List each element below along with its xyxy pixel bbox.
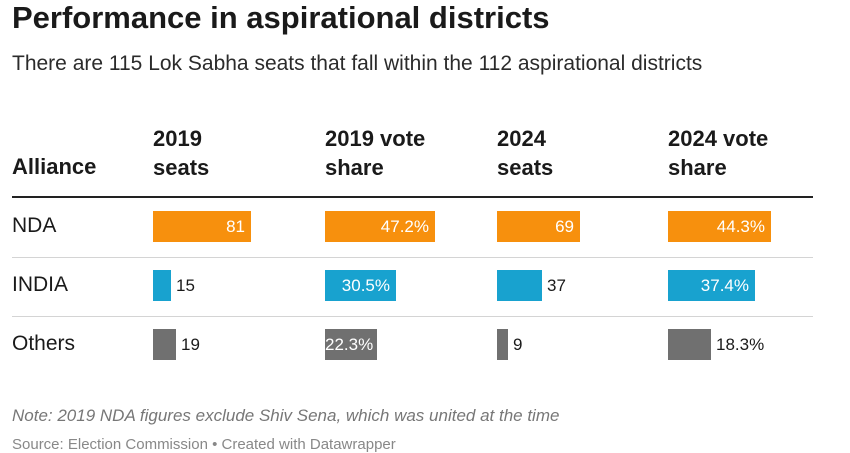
value-label: 37.4% [700,276,749,295]
column-header-line: seats [497,155,554,180]
bar-nda-2019-vote-share [325,211,435,242]
value-label: 9 [513,335,523,354]
header-rule [12,196,813,198]
value-label: 81 [226,217,245,236]
row-label-nda: NDA [12,214,57,237]
column-header-line: 2019 [153,126,202,151]
chart-note: Note: 2019 NDA figures exclude Shiv Sena… [12,406,560,425]
bar-others-2024-vote-share [668,329,711,360]
column-header-line: share [668,155,727,180]
value-label: 37 [547,276,566,295]
chart-title: Performance in aspirational districts [12,0,550,35]
column-header-2019-seats: 2019 seats [153,124,209,182]
value-label: 69 [555,217,574,236]
row-label-india: INDIA [12,273,69,296]
value-label: 44.3% [716,217,765,236]
value-label: 18.3% [716,335,765,354]
value-label: 22.3% [325,335,374,354]
bar-india-2024-vote-share [668,270,755,301]
column-header-2019-vote-share: 2019 vote share [325,124,425,182]
column-header-line: seats [153,155,210,180]
value-label: 30.5% [341,276,390,295]
column-header-line: 2019 vote [325,126,426,151]
chart-source: Source: Election Commission • Created wi… [12,436,396,453]
bar-nda-2024-seats [497,211,580,242]
column-header-alliance: Alliance [12,154,97,179]
bar-nda-2019-seats [153,211,251,242]
bar-nda-2024-vote-share [668,211,771,242]
bar-india-2024-seats [497,270,542,301]
column-header-line: 2024 vote [668,126,769,151]
row-separator [12,316,813,317]
row-separator [12,257,813,258]
bar-others-2024-seats [497,329,508,360]
bar-india-2019-seats [153,270,171,301]
column-header-2024-vote-share: 2024 vote share [668,124,768,182]
value-label: 19 [181,335,200,354]
value-label: 15 [176,276,195,295]
column-header-line: 2024 [497,126,546,151]
row-label-others: Others [12,332,76,355]
bar-others-2019-vote-share [325,329,377,360]
bar-others-2019-seats [153,329,176,360]
column-header-2024-seats: 2024 seats [497,124,553,182]
column-header-line: share [325,155,384,180]
value-label: 47.2% [380,217,429,236]
chart-subtitle: There are 115 Lok Sabha seats that fall … [12,52,703,75]
bar-india-2019-vote-share [325,270,396,301]
